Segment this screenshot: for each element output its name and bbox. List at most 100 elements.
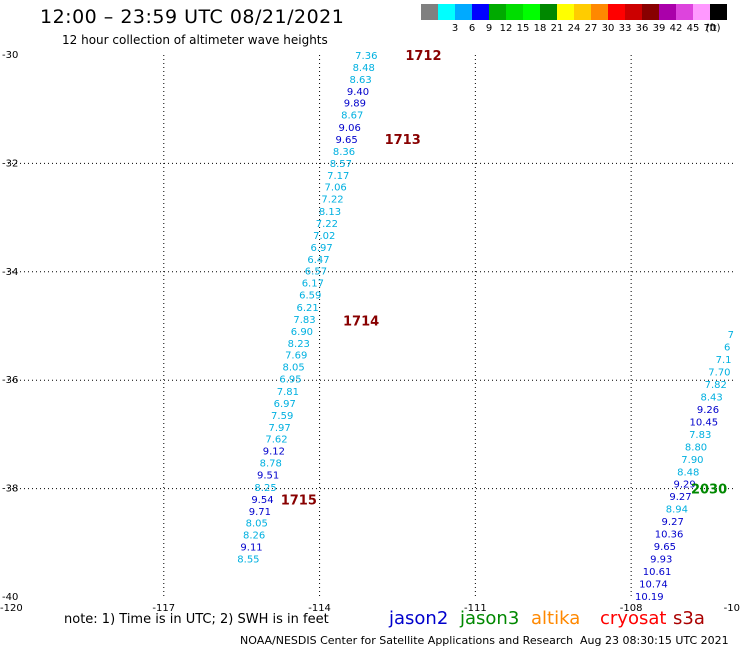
swh-value-label: 9.40	[347, 87, 369, 98]
swh-value-label: 8.13	[319, 207, 341, 218]
swh-value-label: 9.29	[673, 480, 695, 491]
swh-value-label: 8.43	[700, 392, 722, 403]
scale-swatch	[421, 4, 438, 20]
swh-value-label: 7.06	[325, 183, 347, 194]
swh-value-label: 9.54	[251, 495, 273, 506]
scale-swatch	[625, 4, 642, 20]
x-tick-label: -117	[152, 603, 175, 614]
plot-frame	[7, 54, 736, 598]
scale-swatch	[591, 4, 608, 20]
swh-value-label: 7.1	[716, 355, 732, 366]
scale-label: 12	[499, 23, 513, 34]
swh-value-label: 8.63	[349, 75, 371, 86]
swh-value-label: 6.21	[296, 303, 318, 314]
scale-label: 36	[635, 23, 649, 34]
legend-jason2: jason2	[389, 608, 449, 629]
y-tick-label: -38	[2, 484, 18, 495]
swh-value-label: 10.45	[690, 417, 719, 428]
scale-swatch	[676, 4, 693, 20]
scale-label: 24	[567, 23, 581, 34]
swh-value-label: 9.06	[339, 123, 361, 134]
y-tick-label: -40	[2, 592, 18, 603]
y-tick-label: -34	[2, 267, 18, 278]
legend-jason3: jason3	[460, 608, 520, 629]
scale-swatch	[557, 4, 574, 20]
swh-value-label: 10.36	[655, 530, 684, 541]
swh-value-label: 6.90	[291, 327, 313, 338]
scale-label: 39	[652, 23, 666, 34]
swh-value-label: 9.65	[335, 135, 357, 146]
swh-value-label: 10.61	[643, 567, 672, 578]
swh-value-label: 7	[728, 330, 734, 341]
scale-label: 45	[686, 23, 700, 34]
legend-cryosat: cryosat	[600, 608, 667, 629]
time-label: 2030	[691, 483, 727, 498]
time-label: 1714	[343, 315, 379, 330]
swh-value-label: 7.81	[277, 387, 299, 398]
swh-value-label: 8.48	[353, 63, 375, 74]
swh-value-label: 8.55	[237, 555, 259, 566]
scale-swatch	[608, 4, 625, 20]
scale-swatch	[710, 4, 727, 20]
swh-value-label: 8.67	[341, 111, 363, 122]
swh-value-label: 6	[724, 343, 730, 354]
swh-value-label: 6.47	[307, 255, 329, 266]
scale-label: 30	[601, 23, 615, 34]
swh-value-label: 8.25	[254, 483, 276, 494]
swh-value-label: 10.74	[639, 579, 668, 590]
x-tick-label: -120	[0, 603, 23, 614]
swh-value-label: 6.95	[279, 375, 301, 386]
swh-value-label: 7.69	[285, 351, 307, 362]
swh-value-label: 7.83	[689, 430, 711, 441]
swh-value-label: 7.02	[313, 231, 335, 242]
swh-value-label: 9.12	[263, 447, 285, 458]
swh-value-label: 6.57	[305, 267, 327, 278]
scale-label: 6	[468, 23, 476, 34]
legend-altika: altika	[531, 608, 581, 629]
swh-value-label: 8.57	[330, 159, 352, 170]
swh-value-label: 8.05	[246, 519, 268, 530]
swh-value-label: 8.23	[288, 339, 310, 350]
scale-swatch	[659, 4, 676, 20]
swh-value-label: 9.26	[697, 405, 719, 416]
swh-value-label: 8.48	[677, 467, 699, 478]
swh-value-label: 6.97	[274, 399, 296, 410]
swh-value-label: 6.17	[302, 279, 324, 290]
scale-swatch	[472, 4, 489, 20]
y-tick-label: -36	[2, 375, 18, 386]
chart-subtitle: 12 hour collection of altimeter wave hei…	[62, 33, 328, 47]
scale-swatch	[455, 4, 472, 20]
scale-swatch	[642, 4, 659, 20]
legend-s3a: s3a	[673, 608, 705, 629]
scale-swatch	[438, 4, 455, 20]
swh-value-label: 7.90	[681, 455, 703, 466]
scale-label: 21	[550, 23, 564, 34]
scale-swatch	[489, 4, 506, 20]
swh-value-label: 9.71	[249, 507, 271, 518]
swh-value-label: 9.11	[240, 543, 262, 554]
scale-swatch	[506, 4, 523, 20]
swh-value-label: 6.97	[311, 243, 333, 254]
x-tick-label: -108	[620, 603, 643, 614]
swh-value-label: 7.22	[321, 195, 343, 206]
y-tick-label: -32	[2, 158, 18, 169]
scale-swatch	[523, 4, 540, 20]
swh-value-label: 9.27	[669, 492, 691, 503]
time-label: 1712	[405, 49, 441, 64]
swh-value-label: 9.89	[344, 99, 366, 110]
credit-line: NOAA/NESDIS Center for Satellite Applica…	[240, 634, 574, 647]
swh-value-label: 7.70	[708, 368, 730, 379]
swh-value-label: 8.94	[666, 505, 688, 516]
swh-value-label: 9.27	[662, 517, 684, 528]
swh-value-label: 7.62	[265, 435, 287, 446]
time-label: 1715	[281, 493, 317, 508]
swh-value-label: 7.59	[271, 411, 293, 422]
chart-title: 12:00 – 23:59 UTC 08/21/2021	[40, 6, 345, 28]
swh-value-label: 8.26	[243, 531, 265, 542]
scale-label: 33	[618, 23, 632, 34]
x-tick-label: -111	[464, 603, 487, 614]
time-label: 1713	[385, 133, 421, 148]
swh-value-label: 10.19	[635, 592, 664, 603]
swh-value-label: 9.65	[654, 542, 676, 553]
